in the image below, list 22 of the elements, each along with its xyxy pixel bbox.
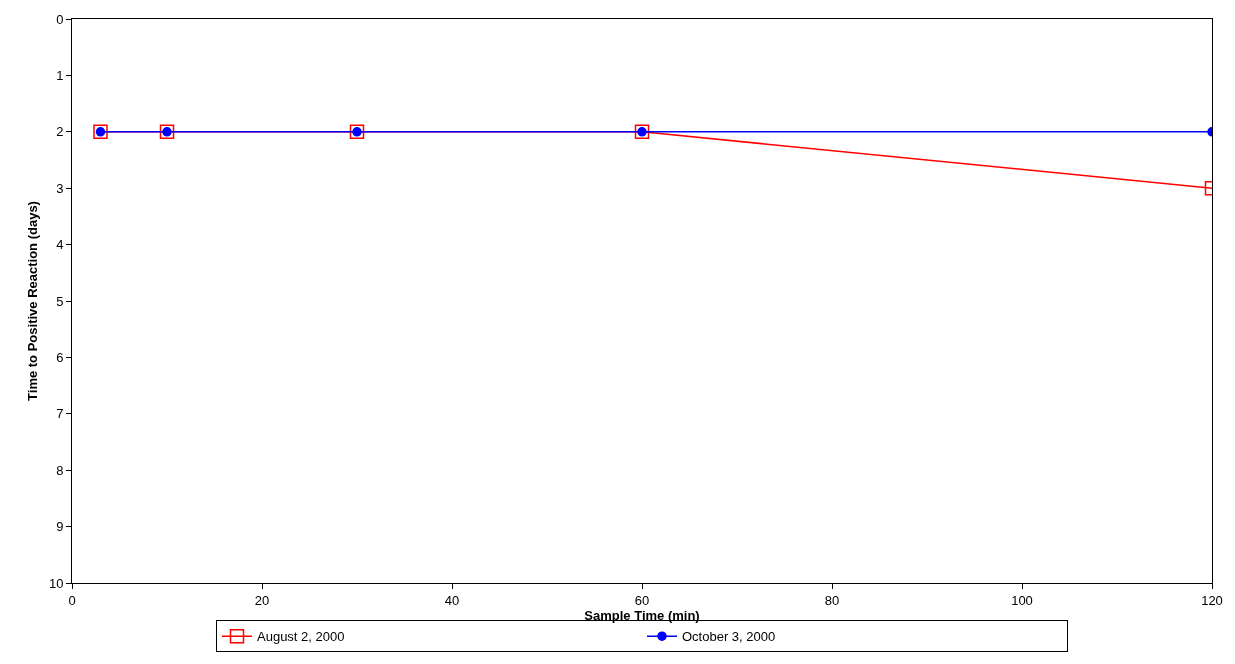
y-tick-label: 5 — [56, 293, 64, 309]
x-tick-label: 20 — [254, 592, 270, 608]
y-tick-label: 0 — [56, 11, 64, 27]
y-tick-label: 6 — [56, 349, 64, 365]
x-tick-label: 0 — [68, 592, 76, 608]
y-tick-label: 4 — [56, 237, 64, 253]
y-tick-label: 3 — [56, 180, 64, 196]
x-tick-label: 60 — [634, 592, 650, 608]
y-axis-title: Time to Positive Reaction (days) — [24, 201, 40, 401]
y-tick-label: 7 — [56, 406, 64, 422]
y-tick-label: 2 — [56, 124, 64, 140]
legend-label: October 3, 2000 — [682, 629, 776, 645]
y-tick-label: 8 — [56, 462, 64, 478]
x-tick-label: 100 — [1011, 592, 1033, 608]
legend-label: August 2, 2000 — [257, 629, 345, 645]
x-tick-label: 120 — [1201, 592, 1223, 608]
y-tick-label: 1 — [56, 67, 64, 83]
y-tick-label: 9 — [56, 519, 64, 535]
x-axis-title: Sample Time (min) — [584, 607, 700, 623]
y-tick-label: 10 — [48, 575, 64, 591]
x-tick-label: 40 — [444, 592, 460, 608]
x-tick-label: 80 — [824, 592, 840, 608]
